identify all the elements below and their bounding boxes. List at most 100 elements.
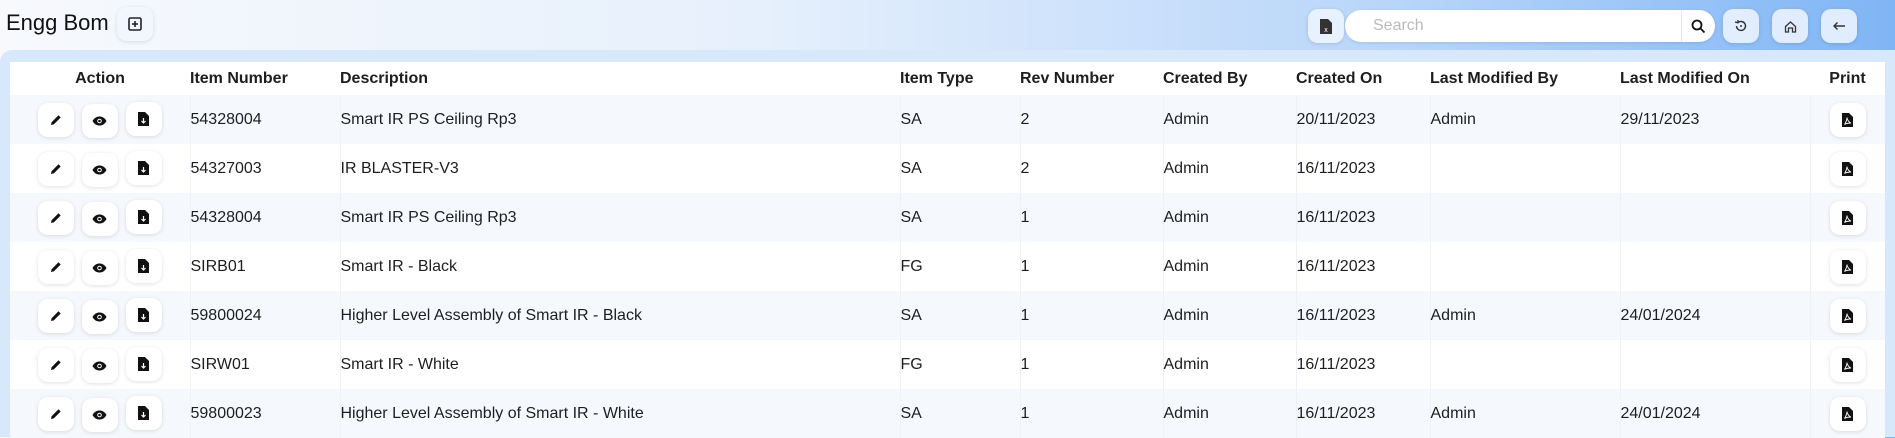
action-cell <box>10 340 190 389</box>
download-button[interactable] <box>125 150 162 185</box>
print-pdf-button[interactable] <box>1829 200 1866 235</box>
cell-modified-on <box>1619 193 1810 242</box>
cell-description: Smart IR - Black <box>339 242 900 291</box>
column-header[interactable]: Last Modified On <box>1620 69 1750 87</box>
edit-button[interactable] <box>37 396 74 431</box>
column-header[interactable]: Print <box>1829 69 1866 87</box>
cell-created-by: Admin <box>1162 242 1296 291</box>
view-button[interactable] <box>81 299 118 334</box>
plus-square-icon <box>128 17 142 31</box>
download-button[interactable] <box>125 395 162 430</box>
search-box <box>1345 10 1715 42</box>
edit-button[interactable] <box>37 102 74 137</box>
view-button[interactable] <box>81 152 118 187</box>
cell-created-on: 16/11/2023 <box>1295 144 1430 193</box>
print-pdf-button[interactable] <box>1829 151 1866 186</box>
print-pdf-button[interactable] <box>1829 396 1866 431</box>
eye-icon <box>92 116 107 125</box>
download-button[interactable] <box>125 199 162 234</box>
cell-created-on: 16/11/2023 <box>1295 340 1430 389</box>
table-row[interactable]: SIRB01 Smart IR - Black FG 1 Admin 16/11/2023 <box>10 242 1885 291</box>
column-header[interactable]: Rev Number <box>1020 69 1115 87</box>
view-button[interactable] <box>81 201 118 236</box>
cell-modified-by <box>1429 144 1620 193</box>
table-row[interactable]: 59800024 Higher Level Assembly of Smart I… <box>10 291 1885 340</box>
export-excel-button[interactable]: x <box>1308 9 1344 43</box>
column-header[interactable]: Item Number <box>190 69 288 87</box>
action-cell <box>10 95 190 144</box>
column-header[interactable]: Description <box>340 69 429 87</box>
pencil-icon <box>50 310 61 321</box>
column-header[interactable]: Created On <box>1296 69 1383 87</box>
cell-created-on: 16/11/2023 <box>1295 242 1430 291</box>
add-button[interactable] <box>117 7 153 41</box>
edit-button[interactable] <box>37 200 74 235</box>
cell-created-by: Admin <box>1162 340 1296 389</box>
file-download-icon <box>138 356 150 371</box>
table-row[interactable]: 54328004 Smart IR PS Ceiling Rp3 SA 1 Admin 1… <box>10 193 1885 242</box>
cell-modified-on: 24/01/2024 <box>1619 389 1810 438</box>
arrow-left-icon <box>1833 22 1845 30</box>
search-icon <box>1691 19 1706 33</box>
column-header[interactable]: Action <box>75 69 125 87</box>
cell-item-type: FG <box>899 242 1020 291</box>
pencil-icon <box>50 359 61 370</box>
eye-icon <box>92 361 107 370</box>
cell-modified-by: Admin <box>1429 291 1620 340</box>
download-button[interactable] <box>125 297 162 332</box>
cell-item-number: 59800023 <box>189 389 340 438</box>
cell-created-by: Admin <box>1162 193 1296 242</box>
excel-file-icon: x <box>1320 18 1332 34</box>
back-button[interactable] <box>1821 9 1857 43</box>
home-icon <box>1784 20 1796 33</box>
table-row[interactable]: 54327003 IR BLASTER-V3 SA 2 Admin 16/11/2023 <box>10 144 1885 193</box>
cell-modified-by: Admin <box>1429 95 1620 144</box>
cell-description: Smart IR - White <box>339 340 900 389</box>
cell-description: Higher Level Assembly of Smart IR - Blac… <box>339 291 900 340</box>
table-row[interactable]: SIRW01 Smart IR - White FG 1 Admin 16/11/2023 <box>10 340 1885 389</box>
download-button[interactable] <box>125 248 162 283</box>
table-row[interactable]: 59800023 Higher Level Assembly of Smart I… <box>10 389 1885 438</box>
download-button[interactable] <box>125 346 162 381</box>
pencil-icon <box>50 114 61 125</box>
file-download-icon <box>138 307 150 322</box>
cell-description: Smart IR PS Ceiling Rp3 <box>339 95 900 144</box>
print-pdf-button[interactable] <box>1829 102 1866 137</box>
column-header[interactable]: Item Type <box>900 69 974 87</box>
pdf-icon <box>1842 406 1854 421</box>
edit-button[interactable] <box>37 151 74 186</box>
search-button[interactable] <box>1681 10 1715 42</box>
view-button[interactable] <box>81 103 118 138</box>
search-input[interactable] <box>1373 10 1663 42</box>
action-cell <box>10 291 190 340</box>
view-button[interactable] <box>81 397 118 432</box>
pdf-icon <box>1842 112 1854 127</box>
cell-item-number: 54328004 <box>189 193 340 242</box>
cell-item-type: SA <box>899 389 1020 438</box>
cell-modified-by <box>1429 193 1620 242</box>
print-cell <box>1809 389 1885 438</box>
cell-item-number: 59800024 <box>189 291 340 340</box>
table-row[interactable]: 54328004 Smart IR PS Ceiling Rp3 SA 2 Admin 2… <box>10 95 1885 144</box>
cell-modified-by <box>1429 340 1620 389</box>
pdf-icon <box>1842 357 1854 372</box>
print-pdf-button[interactable] <box>1829 347 1866 382</box>
home-button[interactable] <box>1772 9 1808 43</box>
view-button[interactable] <box>81 250 118 285</box>
print-pdf-button[interactable] <box>1829 249 1866 284</box>
print-pdf-button[interactable] <box>1829 298 1866 333</box>
pdf-icon <box>1842 308 1854 323</box>
eye-icon <box>92 410 107 419</box>
edit-button[interactable] <box>37 298 74 333</box>
edit-button[interactable] <box>37 249 74 284</box>
download-button[interactable] <box>125 101 162 136</box>
cell-rev: 1 <box>1019 291 1163 340</box>
cell-item-number: SIRW01 <box>189 340 340 389</box>
column-header[interactable]: Created By <box>1163 69 1248 87</box>
history-button[interactable] <box>1723 9 1759 43</box>
view-button[interactable] <box>81 348 118 383</box>
column-header[interactable]: Last Modified By <box>1430 69 1559 87</box>
edit-button[interactable] <box>37 347 74 382</box>
svg-text:x: x <box>1324 27 1328 34</box>
action-cell <box>10 389 190 438</box>
